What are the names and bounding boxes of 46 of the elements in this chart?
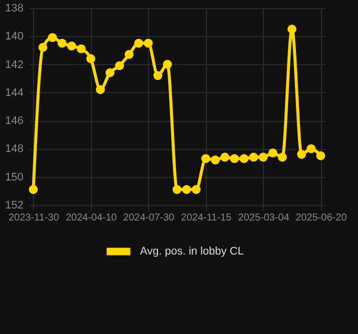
point: [28, 185, 38, 194]
point: [278, 152, 287, 162]
point: [124, 50, 134, 59]
point: [76, 44, 86, 54]
y-tick-label: 150: [5, 171, 24, 184]
point: [287, 24, 296, 34]
x-tick-label: 2024-07-30: [123, 212, 175, 224]
point: [105, 68, 114, 78]
point: [316, 151, 326, 160]
point: [153, 71, 162, 80]
y-tick-label: 144: [5, 86, 24, 99]
point: [48, 33, 57, 42]
point: [249, 152, 258, 162]
point: [115, 61, 124, 70]
point: [182, 185, 192, 194]
y-tick-label: 140: [5, 30, 24, 43]
y-tick-label: 142: [5, 58, 24, 71]
point: [306, 144, 316, 154]
point: [268, 148, 278, 158]
point: [86, 54, 96, 64]
x-tick-label: 2025-03-04: [238, 212, 290, 224]
point: [240, 154, 249, 164]
point: [67, 42, 76, 50]
point: [162, 60, 172, 69]
point: [220, 152, 230, 162]
point: [192, 185, 201, 194]
point: [134, 38, 144, 48]
legend-label: Avg. pos. in lobby CL: [140, 246, 244, 258]
x-tick-label: 2024-04-10: [66, 212, 118, 224]
point: [144, 38, 153, 48]
y-tick-label: 138: [5, 2, 24, 14]
y-tick-label: 148: [5, 143, 24, 156]
point: [172, 185, 182, 194]
point: [230, 154, 239, 164]
point: [210, 156, 220, 164]
point: [96, 85, 105, 94]
point: [201, 154, 210, 164]
point: [258, 152, 268, 162]
y-tick-label: 146: [5, 115, 24, 128]
x-tick-label: 2023-11-30: [8, 212, 60, 224]
point: [58, 38, 67, 48]
x-tick-label: 2025-06-20: [296, 212, 348, 224]
x-tick-label: 2024-11-15: [181, 212, 232, 224]
y-tick-label: 152: [5, 200, 24, 212]
point: [297, 150, 306, 159]
point: [38, 42, 48, 52]
